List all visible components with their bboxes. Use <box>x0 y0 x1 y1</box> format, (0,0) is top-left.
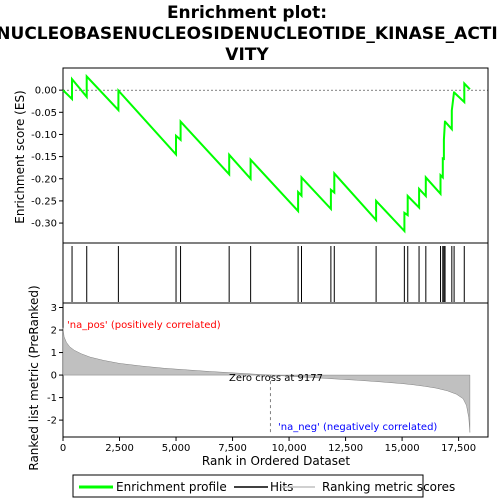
es-ytick-label: -0.15 <box>31 152 57 163</box>
metric-ytick-label: -2 <box>47 416 57 427</box>
es-plot-frame <box>62 67 489 244</box>
neg-correlated-label: 'na_neg' (negatively correlated) <box>278 422 437 433</box>
xtick-label: 0 <box>60 443 66 454</box>
metric-y-ticks: 3 2 1 0 -1 -2 <box>47 303 63 427</box>
es-y-axis-label: Enrichment score (ES) <box>13 90 27 223</box>
legend-label-enrichment: Enrichment profile <box>116 480 227 494</box>
xtick-label: 17,500 <box>441 443 476 454</box>
enrichment-profile-line <box>62 73 471 234</box>
es-panel: 0.00 -0.05 -0.10 -0.15 -0.20 -0.25 -0.30 Enric… <box>13 67 489 244</box>
metric-ytick-label: 3 <box>51 303 57 314</box>
es-ytick-label: 0.00 <box>35 86 57 97</box>
legend-label-ranking: Ranking metric scores <box>322 480 455 494</box>
es-ytick-label: -0.25 <box>31 196 57 207</box>
xtick-label: 12,500 <box>328 443 363 454</box>
title-line-1: Enrichment plot: <box>167 3 327 23</box>
xtick-label: 10,000 <box>272 443 307 454</box>
metric-y-axis-label: Ranked list metric (PreRanked) <box>27 285 41 470</box>
es-y-ticks: 0.00 -0.05 -0.10 -0.15 -0.20 -0.25 -0.30 <box>31 86 63 230</box>
hit-marks <box>71 246 465 302</box>
hits-panel <box>62 242 489 304</box>
es-ytick-label: -0.20 <box>31 174 57 185</box>
es-ytick-label: -0.30 <box>31 219 57 230</box>
metric-panel: 3 2 1 0 -1 -2 0 2,500 5,000 7,500 10,000 12,500 15,… <box>27 285 489 471</box>
xtick-label: 7,500 <box>218 443 247 454</box>
zero-cross-label: Zero cross at 9177 <box>229 373 323 384</box>
metric-ytick-label: 2 <box>51 326 57 337</box>
x-axis-label: Rank in Ordered Dataset <box>202 454 350 468</box>
pos-correlated-label: 'na_pos' (positively correlated) <box>67 320 221 331</box>
metric-ytick-label: -1 <box>47 393 57 404</box>
hits-frame <box>62 242 489 304</box>
metric-ytick-label: 0 <box>51 371 57 382</box>
legend-box <box>72 474 424 498</box>
legend: Enrichment profile Hits Ranking metric s… <box>72 474 455 498</box>
xtick-label: 5,000 <box>162 443 191 454</box>
metric-x-ticks: 0 2,500 5,000 7,500 10,000 12,500 15,000 17,500 <box>60 437 476 454</box>
xtick-label: 2,500 <box>105 443 134 454</box>
ranking-metric-area <box>62 327 471 433</box>
title-line-3: VITY <box>225 45 269 65</box>
es-ytick-label: -0.10 <box>31 130 57 141</box>
title-line-2: NUCLEOBASENUCLEOSIDENUCLEOTIDE_KINASE_AC… <box>0 24 498 44</box>
es-ytick-label: -0.05 <box>31 108 57 119</box>
xtick-label: 15,000 <box>385 443 420 454</box>
metric-ytick-label: 1 <box>51 348 57 359</box>
